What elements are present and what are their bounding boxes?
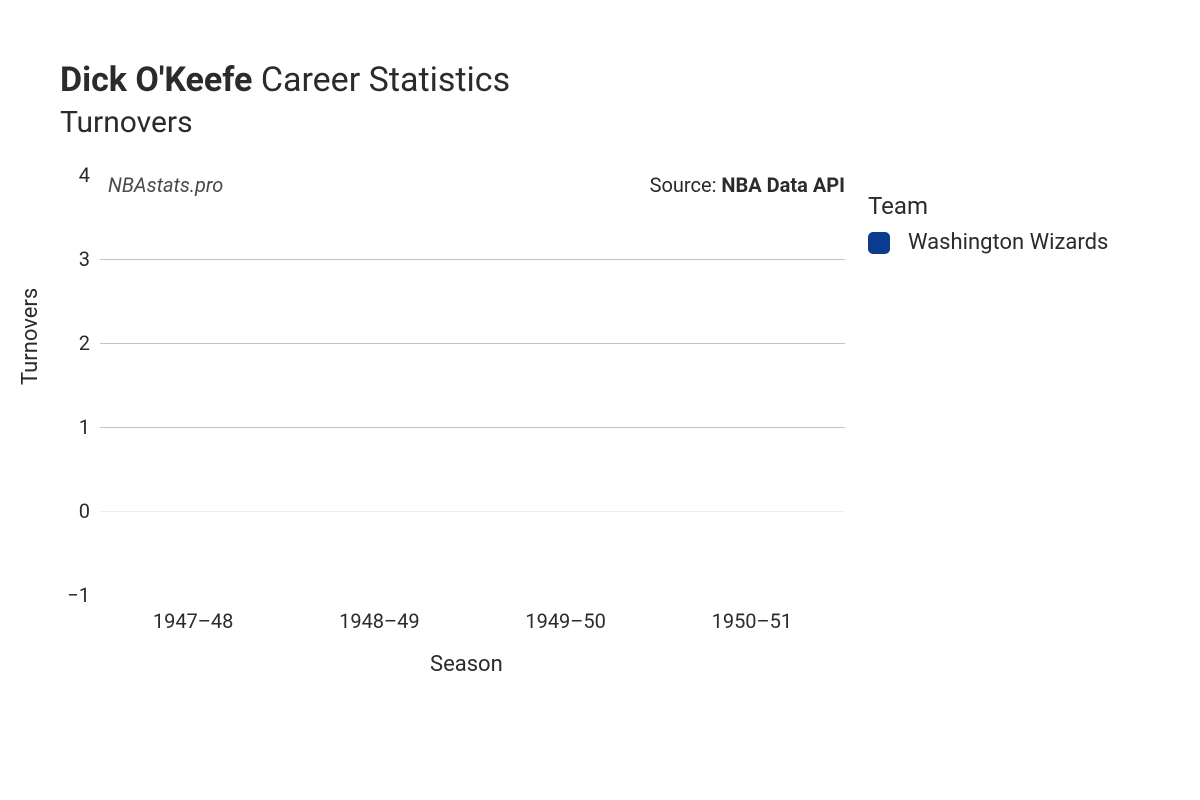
watermark-text: NBAstats.pro	[108, 173, 223, 197]
title-rest: Career Statistics	[252, 60, 510, 100]
gridline	[100, 427, 845, 428]
x-tick-label: 1948–49	[339, 609, 420, 633]
legend-item-label: Washington Wizards	[908, 230, 1108, 255]
gridline	[100, 343, 845, 344]
legend-item: Washington Wizards	[868, 230, 1108, 255]
y-tick-label: 1	[79, 415, 90, 439]
chart-subtitle: Turnovers	[60, 105, 510, 140]
gridline	[100, 511, 845, 512]
source-prefix: Source:	[650, 173, 722, 197]
x-tick-label: 1949–50	[525, 609, 606, 633]
source-label: Source: NBA Data API	[650, 173, 845, 197]
y-tick-label: 0	[79, 499, 90, 523]
legend: Team Washington Wizards	[868, 192, 1108, 255]
x-axis-title: Season	[430, 652, 503, 677]
chart-title-block: Dick O'Keefe Career Statistics Turnovers	[60, 60, 510, 140]
chart-title: Dick O'Keefe Career Statistics	[60, 60, 510, 101]
y-tick-label: 4	[79, 163, 90, 187]
gridline	[100, 259, 845, 260]
source-name: NBA Data API	[721, 173, 845, 197]
player-name: Dick O'Keefe	[60, 60, 252, 100]
y-tick-label: 3	[79, 247, 90, 271]
legend-title: Team	[868, 192, 1108, 220]
x-tick-label: 1950–51	[712, 609, 793, 633]
legend-swatch	[868, 232, 890, 254]
y-axis-title: Turnovers	[18, 288, 43, 385]
y-tick-label: −1	[67, 583, 90, 607]
plot-area: NBAstats.pro Source: NBA Data API −10123…	[100, 175, 845, 595]
y-tick-label: 2	[79, 331, 90, 355]
x-tick-label: 1947–48	[153, 609, 234, 633]
